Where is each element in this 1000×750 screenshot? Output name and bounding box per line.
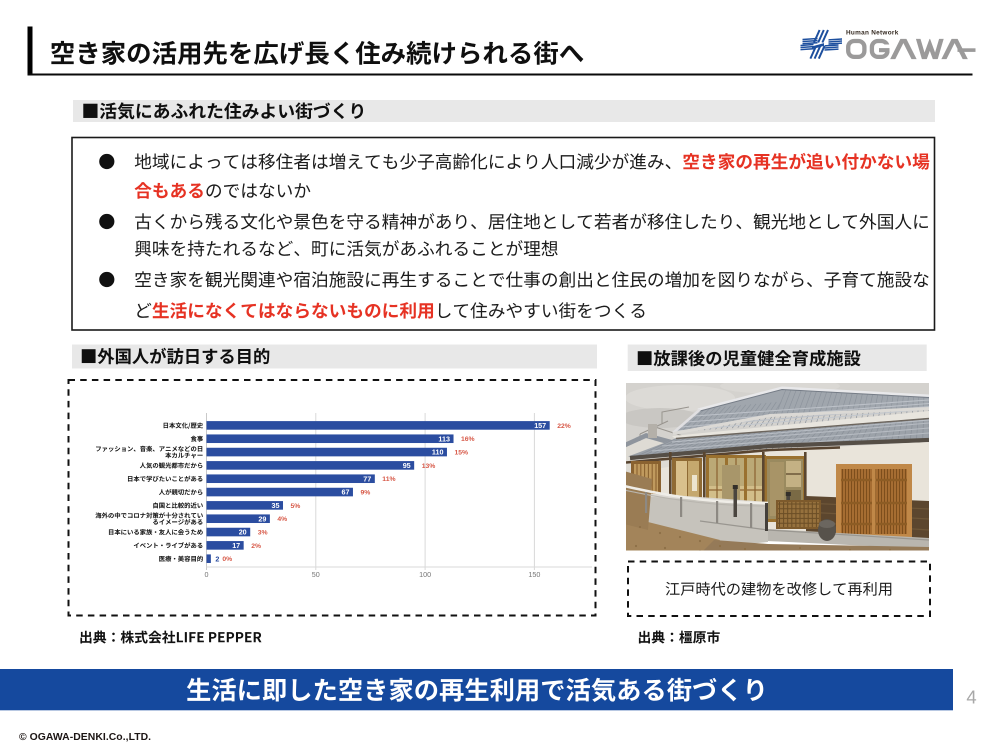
svg-text:100: 100 [419, 570, 431, 579]
svg-text:2%: 2% [251, 543, 261, 550]
svg-text:4%: 4% [277, 516, 287, 523]
svg-text:110: 110 [432, 448, 444, 457]
svg-text:95: 95 [403, 461, 411, 470]
svg-text:150: 150 [528, 570, 540, 579]
svg-text:11%: 11% [382, 476, 395, 483]
svg-text:5%: 5% [291, 503, 301, 510]
svg-text:35: 35 [272, 501, 280, 510]
svg-text:67: 67 [342, 488, 350, 497]
svg-text:157: 157 [534, 421, 546, 430]
svg-text:3%: 3% [258, 530, 268, 537]
svg-text:© OGAWA-DENKI.Co.,LTD.: © OGAWA-DENKI.Co.,LTD. [19, 732, 151, 743]
svg-text:0%: 0% [222, 556, 232, 563]
svg-text:17: 17 [232, 541, 240, 550]
svg-text:16%: 16% [461, 436, 475, 443]
svg-text:9%: 9% [361, 490, 371, 497]
svg-text:4: 4 [966, 687, 976, 708]
svg-text:29: 29 [258, 514, 266, 523]
svg-text:0: 0 [205, 570, 209, 579]
svg-text:22%: 22% [557, 423, 571, 430]
svg-text:13%: 13% [422, 463, 436, 470]
svg-text:113: 113 [438, 434, 450, 443]
svg-text:15%: 15% [455, 450, 469, 457]
svg-text:77: 77 [363, 474, 371, 483]
svg-text:50: 50 [312, 570, 320, 579]
svg-text:Human Network: Human Network [846, 29, 899, 36]
svg-text:2: 2 [215, 554, 219, 563]
svg-text:20: 20 [239, 528, 247, 537]
